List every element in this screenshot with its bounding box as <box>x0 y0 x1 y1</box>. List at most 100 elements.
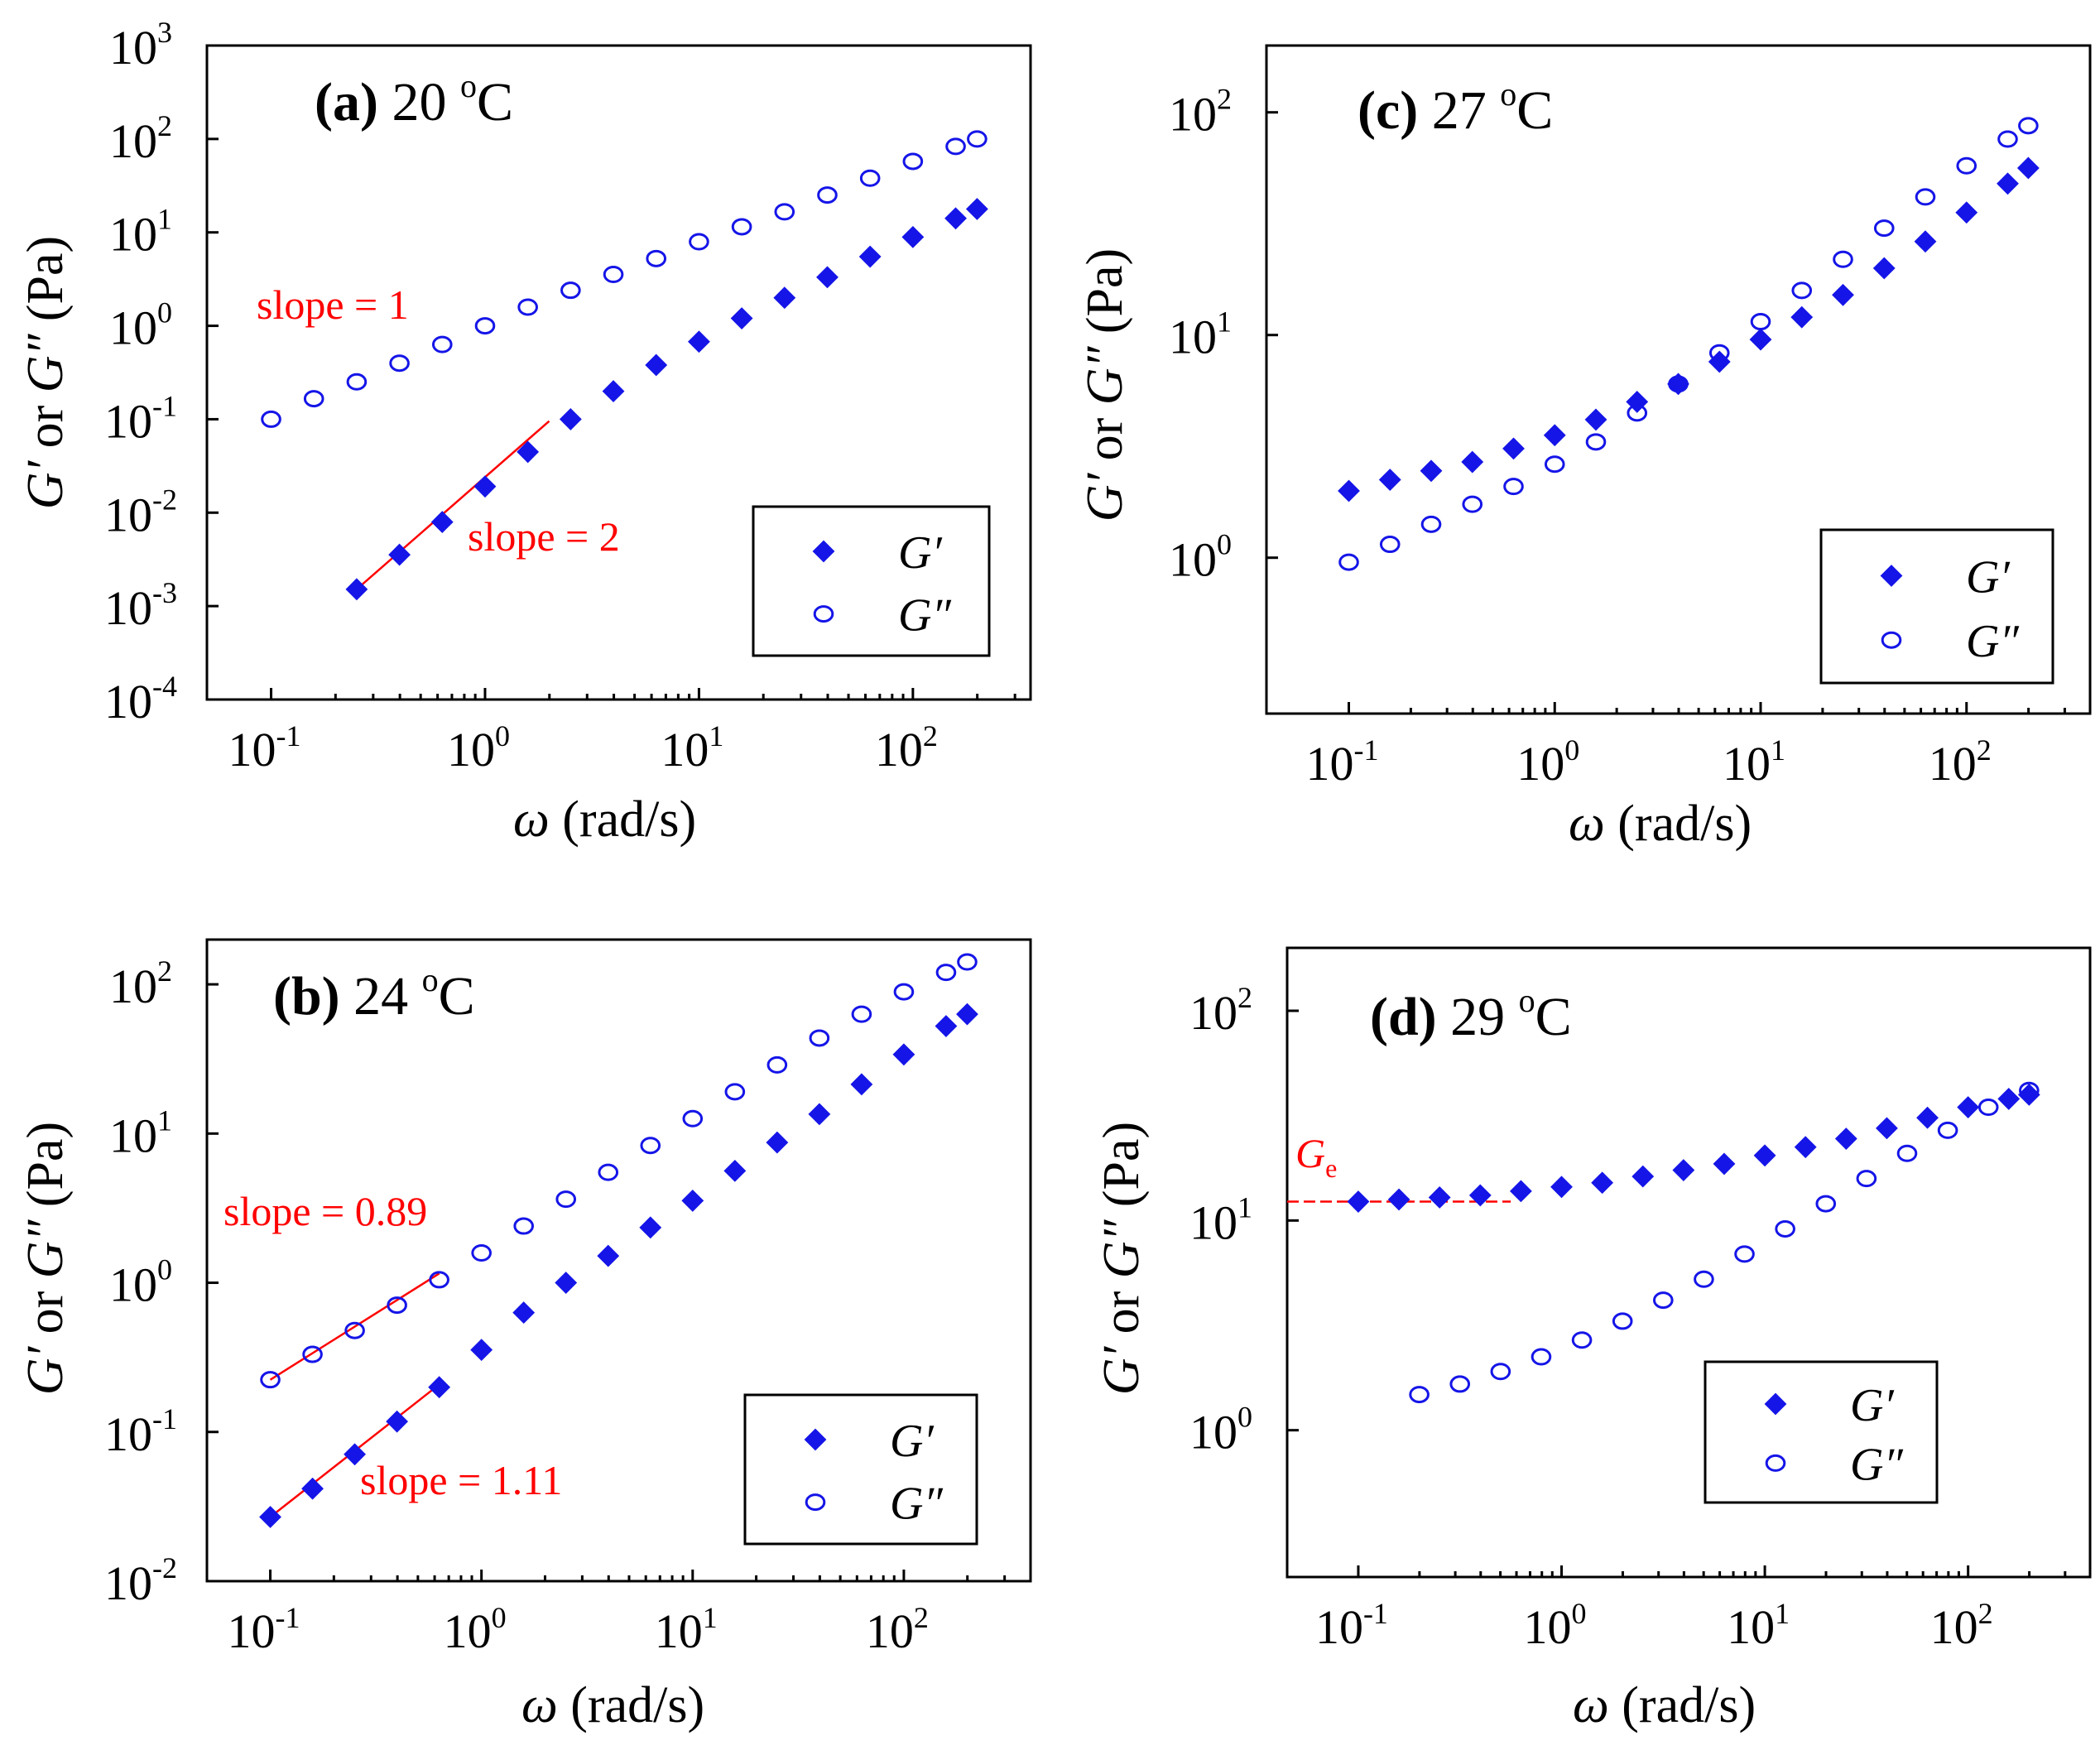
y-tick-label: 10-1 <box>104 1402 177 1461</box>
legend-g-double-prime-marker <box>805 1493 826 1512</box>
x-tick-label: 101 <box>655 1601 718 1658</box>
legend-g-prime-marker <box>1764 1392 1787 1416</box>
g-double-prime-point <box>774 203 795 221</box>
x-tick-label: 10-1 <box>228 1601 300 1658</box>
g-prime-point <box>1502 437 1525 460</box>
y-tick-label: 101 <box>1169 305 1232 364</box>
legend-g-double-prime-marker <box>1765 1454 1786 1472</box>
g-prime-point <box>1834 1128 1857 1150</box>
g-prime-point <box>1955 201 1978 224</box>
legend-label-g-double-prime: G″ <box>898 590 951 642</box>
g-prime-point <box>1509 1180 1532 1203</box>
y-axis-title: G′ or G″ (Pa) <box>17 1122 74 1395</box>
g-prime-point <box>935 1015 958 1037</box>
g-prime-point <box>1914 230 1937 253</box>
y-tick-label: 10-2 <box>104 483 177 541</box>
g-double-prime-point <box>1668 375 1689 393</box>
x-tick-label: 101 <box>661 719 723 777</box>
y-tick-label: 10-4 <box>104 670 177 728</box>
g-double-prime-point <box>1750 313 1771 331</box>
g-double-prime-point <box>431 335 453 353</box>
g-double-prime-point <box>724 1083 746 1101</box>
g-double-prime-point <box>1815 1195 1837 1213</box>
g-prime-point <box>681 1189 704 1212</box>
g-prime-point <box>1997 1087 2021 1110</box>
x-axis-title: ω (rad/s) <box>513 791 696 848</box>
g-double-prime-point <box>1708 344 1730 362</box>
g-prime-point <box>1832 283 1854 306</box>
g-prime-point <box>345 578 368 601</box>
g-double-prime-point <box>1462 495 1483 513</box>
g-prime-point <box>1378 469 1401 491</box>
g-double-prime-point <box>851 1005 872 1023</box>
g-double-prime-point <box>346 373 368 391</box>
g-prime-point <box>428 1376 451 1399</box>
g-double-prime-point <box>640 1137 661 1155</box>
g-double-prime-point <box>1734 1245 1755 1263</box>
panel-title: (a) 20 oC <box>315 67 513 132</box>
g-double-prime-point <box>1873 219 1895 238</box>
g-double-prime-point <box>471 1243 492 1262</box>
g-double-prime-point <box>957 953 978 971</box>
x-tick-label: 100 <box>447 719 510 777</box>
legend: G′ G″ <box>743 1393 978 1546</box>
legend-label-g-double-prime: G″ <box>1966 616 2019 667</box>
g-double-prime-point <box>517 298 538 316</box>
g-double-prime-point <box>1856 1170 1877 1188</box>
g-prime-point <box>259 1506 281 1528</box>
fit-line <box>269 1272 440 1381</box>
x-tick-label: 102 <box>866 1601 929 1658</box>
g-double-prime-point <box>344 1321 365 1339</box>
g-prime-point <box>901 225 925 248</box>
panel-a: 10-1 100 101 102 10-4 10-3 10-2 10-1 100 101 102 10… <box>17 16 1032 848</box>
g-prime-point <box>1550 1176 1573 1199</box>
g-double-prime-point <box>1915 188 1936 206</box>
g-prime-point <box>1749 328 1772 351</box>
g-double-prime-point <box>474 317 496 335</box>
panel-title: (b) 24 oC <box>273 961 475 1027</box>
g-double-prime-point <box>1775 1219 1795 1238</box>
x-tick-label: 102 <box>1930 1597 1993 1654</box>
y-tick-label: 101 <box>109 203 172 262</box>
g-prime-point <box>517 440 540 464</box>
g-double-prime-point <box>809 1029 830 1047</box>
g-prime-point <box>1790 305 1814 329</box>
g-prime-point <box>1461 450 1484 474</box>
g-prime-point <box>1997 172 2019 195</box>
legend-label-g-prime: G′ <box>890 1416 934 1467</box>
g-double-prime-point <box>1571 1331 1593 1349</box>
g-double-prime-point <box>1627 404 1648 422</box>
g-double-prime-point <box>1977 1099 1999 1117</box>
g-prime-point <box>850 1073 873 1096</box>
g-prime-point <box>1672 1159 1695 1181</box>
g-prime-point <box>1428 1186 1451 1209</box>
g-double-prime-point <box>859 169 881 187</box>
x-tick-label: 100 <box>1524 1597 1587 1654</box>
g-double-prime-point <box>1694 1270 1714 1288</box>
annotation: slope = 1 <box>257 281 409 328</box>
panel-d: 10-1 100 101 102 100 101 102 (d) 29 oC ω (rad/s)… <box>1093 946 2092 1733</box>
legend-label-g-double-prime: G″ <box>890 1479 943 1530</box>
g-double-prime-point <box>766 1055 788 1074</box>
annotation: slope = 2 <box>468 513 620 560</box>
legend-label-g-prime: G′ <box>1850 1380 1894 1431</box>
g-double-prime-point <box>731 218 752 236</box>
g-double-prime-point <box>893 983 915 1001</box>
x-tick-label: 100 <box>1516 733 1579 791</box>
g-prime-point <box>956 1003 978 1026</box>
g-prime-point <box>430 511 454 533</box>
g-double-prime-point <box>1833 250 1853 268</box>
g-double-prime-point <box>429 1271 449 1289</box>
g-double-prime-point <box>603 266 624 283</box>
y-tick-label: 100 <box>109 1253 172 1312</box>
g-double-prime-point <box>1420 515 1442 533</box>
annotation: slope = 1.11 <box>360 1457 562 1503</box>
y-tick-label: 100 <box>1189 1401 1252 1459</box>
panel-title: (c) 27 oC <box>1358 75 1553 141</box>
legend: G′ G″ <box>752 505 991 657</box>
annotation: Ge <box>1295 1130 1337 1183</box>
g-double-prime-point <box>1956 156 1977 175</box>
g-double-prime-point <box>1338 553 1359 571</box>
g-double-prime-point <box>260 1371 281 1389</box>
g-double-prime-point <box>555 1190 577 1209</box>
